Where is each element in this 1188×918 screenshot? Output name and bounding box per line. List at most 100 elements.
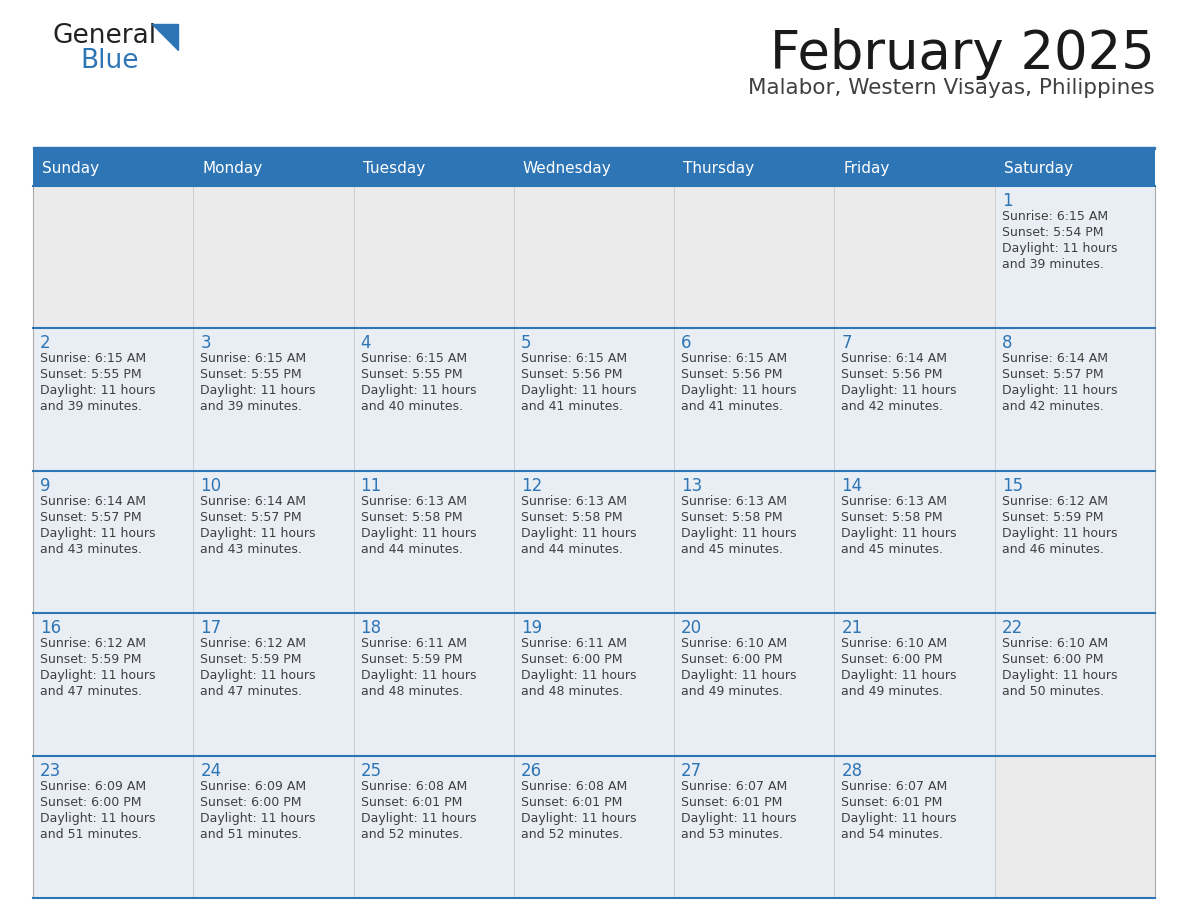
Text: and 51 minutes.: and 51 minutes. xyxy=(40,828,143,841)
Text: 28: 28 xyxy=(841,762,862,779)
Bar xyxy=(33,756,194,898)
Text: 21: 21 xyxy=(841,620,862,637)
Text: 17: 17 xyxy=(201,620,221,637)
Bar xyxy=(354,613,514,756)
Text: Daylight: 11 hours: Daylight: 11 hours xyxy=(841,527,956,540)
Bar xyxy=(33,471,194,613)
Text: Sunrise: 6:15 AM: Sunrise: 6:15 AM xyxy=(40,353,146,365)
Text: Sunrise: 6:15 AM: Sunrise: 6:15 AM xyxy=(1001,210,1108,223)
Text: Sunrise: 6:07 AM: Sunrise: 6:07 AM xyxy=(681,779,788,792)
Text: and 46 minutes.: and 46 minutes. xyxy=(1001,543,1104,555)
Text: Thursday: Thursday xyxy=(683,161,754,175)
Text: Sunset: 6:01 PM: Sunset: 6:01 PM xyxy=(841,796,943,809)
Bar xyxy=(834,756,994,898)
Text: and 43 minutes.: and 43 minutes. xyxy=(201,543,302,555)
Text: and 42 minutes.: and 42 minutes. xyxy=(1001,400,1104,413)
Text: Daylight: 11 hours: Daylight: 11 hours xyxy=(520,812,637,824)
Text: Daylight: 11 hours: Daylight: 11 hours xyxy=(520,527,637,540)
Text: Sunrise: 6:14 AM: Sunrise: 6:14 AM xyxy=(40,495,146,508)
Text: Sunset: 5:56 PM: Sunset: 5:56 PM xyxy=(681,368,783,381)
Text: and 39 minutes.: and 39 minutes. xyxy=(201,400,302,413)
Bar xyxy=(33,147,1155,149)
Text: Daylight: 11 hours: Daylight: 11 hours xyxy=(40,385,156,397)
Text: Sunrise: 6:07 AM: Sunrise: 6:07 AM xyxy=(841,779,948,792)
Text: Daylight: 11 hours: Daylight: 11 hours xyxy=(1001,669,1117,682)
Bar xyxy=(354,186,514,329)
Text: 19: 19 xyxy=(520,620,542,637)
Text: Daylight: 11 hours: Daylight: 11 hours xyxy=(841,669,956,682)
Bar xyxy=(194,329,354,471)
Text: Sunset: 5:55 PM: Sunset: 5:55 PM xyxy=(361,368,462,381)
Text: 13: 13 xyxy=(681,476,702,495)
Text: Daylight: 11 hours: Daylight: 11 hours xyxy=(681,385,797,397)
Text: Sunday: Sunday xyxy=(42,161,99,175)
Text: Sunrise: 6:13 AM: Sunrise: 6:13 AM xyxy=(681,495,788,508)
Text: Sunrise: 6:14 AM: Sunrise: 6:14 AM xyxy=(201,495,307,508)
Text: Sunrise: 6:12 AM: Sunrise: 6:12 AM xyxy=(201,637,307,650)
Text: 24: 24 xyxy=(201,762,221,779)
Text: Daylight: 11 hours: Daylight: 11 hours xyxy=(40,527,156,540)
Bar xyxy=(354,756,514,898)
Text: Sunrise: 6:10 AM: Sunrise: 6:10 AM xyxy=(841,637,948,650)
Text: 8: 8 xyxy=(1001,334,1012,353)
Text: and 44 minutes.: and 44 minutes. xyxy=(361,543,462,555)
Text: Sunset: 6:01 PM: Sunset: 6:01 PM xyxy=(361,796,462,809)
Text: and 47 minutes.: and 47 minutes. xyxy=(40,685,143,699)
Bar xyxy=(194,150,354,186)
Text: 7: 7 xyxy=(841,334,852,353)
Text: Daylight: 11 hours: Daylight: 11 hours xyxy=(361,812,476,824)
Text: Daylight: 11 hours: Daylight: 11 hours xyxy=(520,669,637,682)
Bar xyxy=(354,150,514,186)
Text: Sunrise: 6:14 AM: Sunrise: 6:14 AM xyxy=(841,353,947,365)
Text: 14: 14 xyxy=(841,476,862,495)
Bar xyxy=(994,150,1155,186)
Text: Daylight: 11 hours: Daylight: 11 hours xyxy=(681,669,797,682)
Text: Daylight: 11 hours: Daylight: 11 hours xyxy=(40,812,156,824)
Bar xyxy=(514,150,674,186)
Text: Daylight: 11 hours: Daylight: 11 hours xyxy=(681,812,797,824)
Text: 11: 11 xyxy=(361,476,381,495)
Text: Daylight: 11 hours: Daylight: 11 hours xyxy=(520,385,637,397)
Text: Sunrise: 6:15 AM: Sunrise: 6:15 AM xyxy=(201,353,307,365)
Text: Sunset: 5:56 PM: Sunset: 5:56 PM xyxy=(520,368,623,381)
Text: Sunrise: 6:15 AM: Sunrise: 6:15 AM xyxy=(361,353,467,365)
Bar xyxy=(194,613,354,756)
Text: and 47 minutes.: and 47 minutes. xyxy=(201,685,302,699)
Text: 25: 25 xyxy=(361,762,381,779)
Text: Sunset: 6:00 PM: Sunset: 6:00 PM xyxy=(1001,654,1104,666)
Text: Malabor, Western Visayas, Philippines: Malabor, Western Visayas, Philippines xyxy=(748,78,1155,98)
Text: Sunrise: 6:13 AM: Sunrise: 6:13 AM xyxy=(361,495,467,508)
Text: Daylight: 11 hours: Daylight: 11 hours xyxy=(361,669,476,682)
Text: Sunrise: 6:11 AM: Sunrise: 6:11 AM xyxy=(520,637,627,650)
Text: and 53 minutes.: and 53 minutes. xyxy=(681,828,783,841)
Text: Daylight: 11 hours: Daylight: 11 hours xyxy=(201,812,316,824)
Text: Daylight: 11 hours: Daylight: 11 hours xyxy=(40,669,156,682)
Text: and 52 minutes.: and 52 minutes. xyxy=(361,828,462,841)
Text: Sunrise: 6:15 AM: Sunrise: 6:15 AM xyxy=(681,353,788,365)
Text: Sunset: 5:59 PM: Sunset: 5:59 PM xyxy=(1001,510,1104,524)
Bar xyxy=(354,329,514,471)
Text: Daylight: 11 hours: Daylight: 11 hours xyxy=(201,385,316,397)
Text: and 39 minutes.: and 39 minutes. xyxy=(40,400,141,413)
Text: Saturday: Saturday xyxy=(1004,161,1073,175)
Text: and 51 minutes.: and 51 minutes. xyxy=(201,828,302,841)
Text: and 48 minutes.: and 48 minutes. xyxy=(520,685,623,699)
Text: Sunset: 5:57 PM: Sunset: 5:57 PM xyxy=(201,510,302,524)
Bar xyxy=(674,150,834,186)
Text: and 50 minutes.: and 50 minutes. xyxy=(1001,685,1104,699)
Text: and 40 minutes.: and 40 minutes. xyxy=(361,400,462,413)
Text: 22: 22 xyxy=(1001,620,1023,637)
Text: Daylight: 11 hours: Daylight: 11 hours xyxy=(201,527,316,540)
Text: and 42 minutes.: and 42 minutes. xyxy=(841,400,943,413)
Bar xyxy=(33,329,194,471)
Text: Sunset: 6:01 PM: Sunset: 6:01 PM xyxy=(681,796,783,809)
Text: Sunset: 6:00 PM: Sunset: 6:00 PM xyxy=(681,654,783,666)
Bar xyxy=(674,329,834,471)
Text: Sunrise: 6:13 AM: Sunrise: 6:13 AM xyxy=(841,495,947,508)
Text: Daylight: 11 hours: Daylight: 11 hours xyxy=(361,385,476,397)
Bar xyxy=(194,471,354,613)
Text: 2: 2 xyxy=(40,334,51,353)
Text: Daylight: 11 hours: Daylight: 11 hours xyxy=(201,669,316,682)
Text: 18: 18 xyxy=(361,620,381,637)
Bar xyxy=(33,150,194,186)
